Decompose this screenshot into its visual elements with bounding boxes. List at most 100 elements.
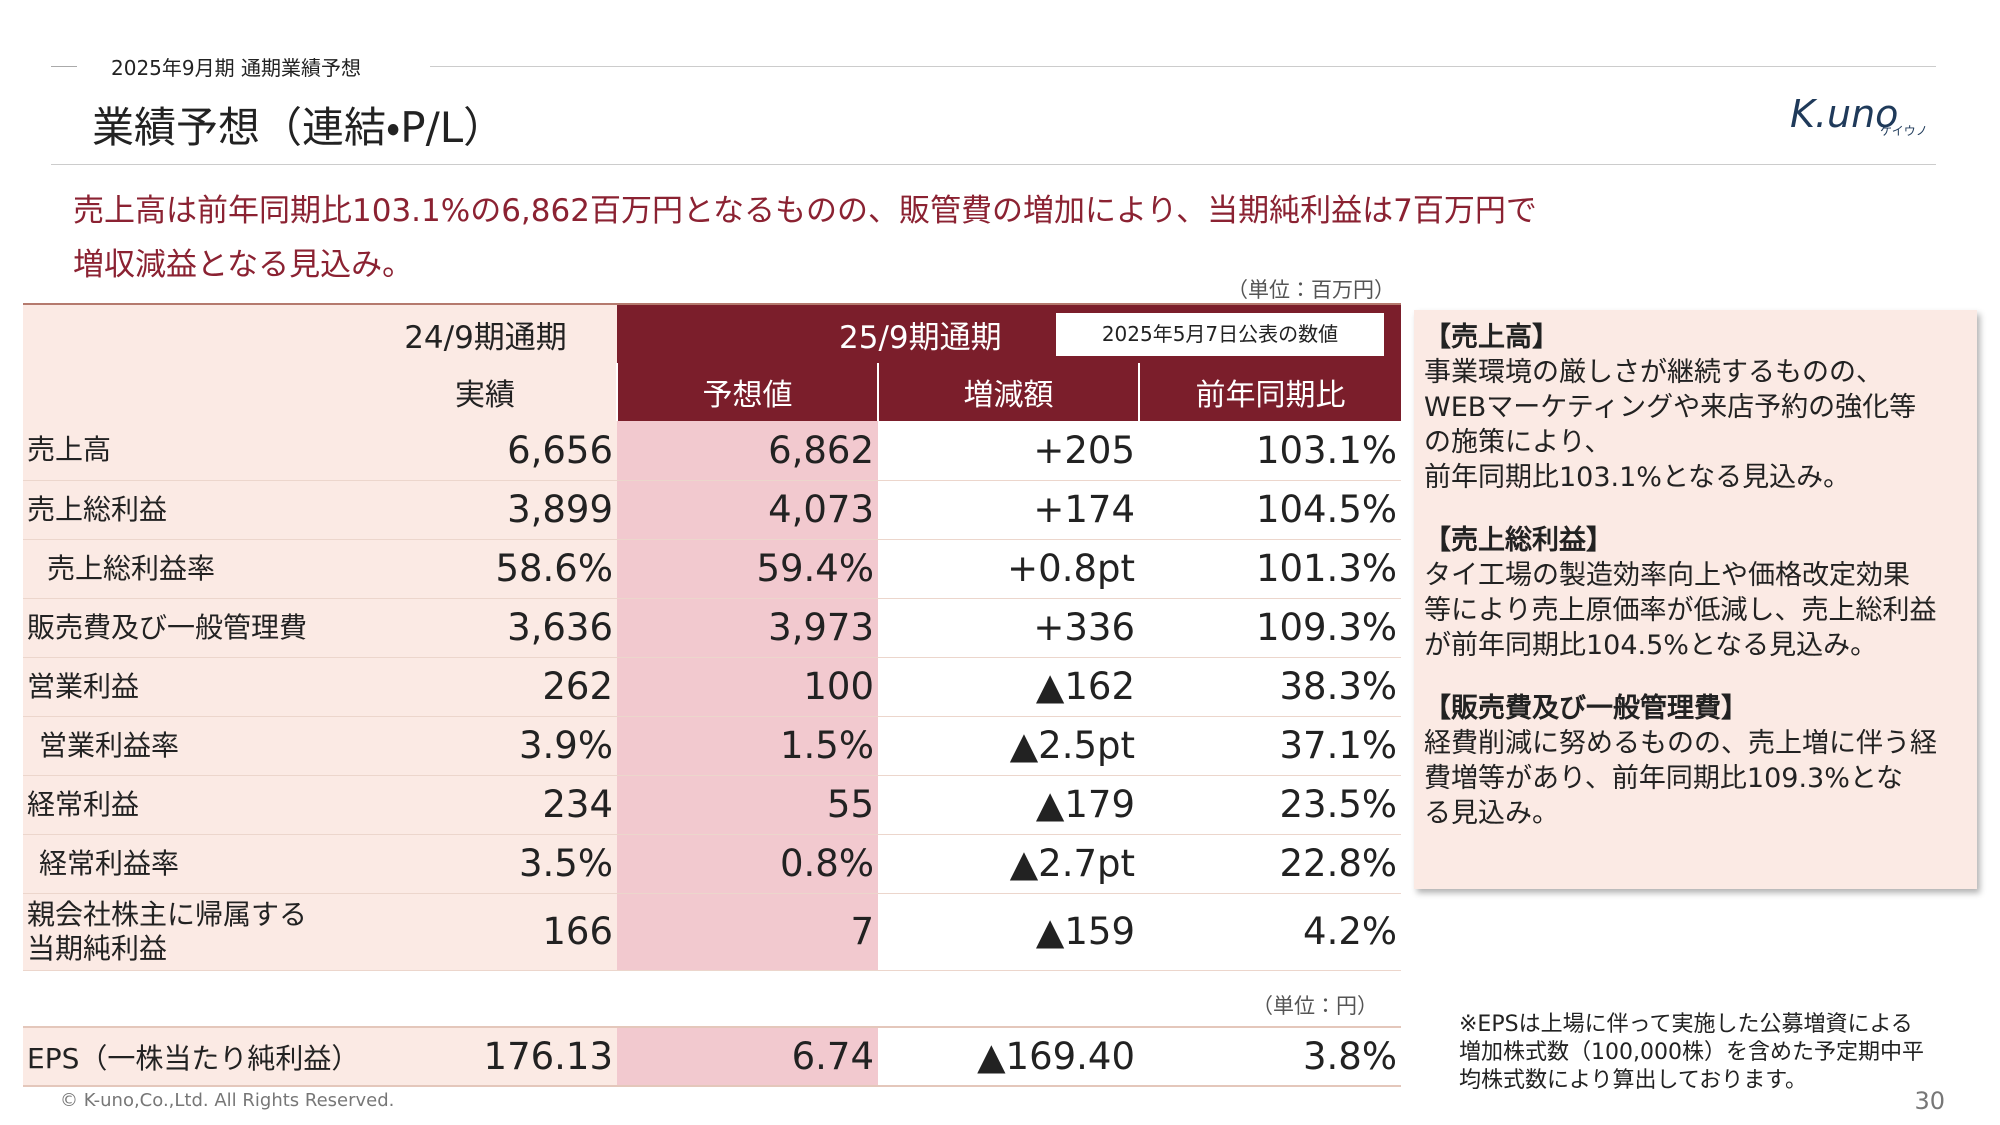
note-line: の施策により、 [1424,427,1612,458]
cell: 23.5% [1139,775,1402,835]
unit-label: （単位：百万円） [1227,278,1395,302]
slide-title: 業績予想（連結・P/L） [92,103,506,152]
cell: 3,899 [354,480,617,540]
row-label: 売上総利益 [23,480,354,540]
note-heading: 【売上高】 [1424,322,1559,353]
row-label: 販売費及び一般管理費 [23,598,354,658]
cell: ▲179 [878,775,1139,835]
cell: ▲169.40 [977,1035,1135,1078]
cell: 101.3% [1139,539,1402,599]
period-cur: 25/9期通期 2025年5月7日公表の数値 [617,304,1402,363]
note-line: 前年同期比103.1%となる見込み。 [1424,462,1851,493]
row-label: 経常利益率 [23,834,354,894]
table-row: 営業利益 262 100 ▲162 38.3% [23,657,1402,717]
footnote: ※EPSは上場に伴って実施した公募増資による 増加株式数（100,000株）を含め… [1459,1011,1924,1095]
note-line: 等により売上原価率が低減し、売上総利益 [1424,595,1937,626]
cell: 59.4% [617,539,878,599]
note-line: タイ工場の製造効率向上や価格改定効果 [1424,560,1910,591]
cell: 3.5% [354,834,617,894]
table-row: 経常利益 234 55 ▲179 23.5% [23,775,1402,835]
row-label: 売上高 [23,421,354,481]
row-label: EPS（一株当たり純利益） [23,1027,359,1086]
note-heading: 【売上総利益】 [1424,525,1613,556]
eps-table: EPS（一株当たり純利益） 176.13 6.74 ▲169.40 3.8% [23,1026,1401,1087]
column-header: 前年同期比 [1137,363,1402,421]
note-line: WEBマーケティングや来店予約の強化等 [1424,392,1917,423]
column-header: 増減額 [877,363,1139,421]
cell: 6.74 [617,1027,878,1086]
table-row: 営業利益率 3.9% 1.5% ▲2.5pt 37.1% [23,716,1402,776]
note-line: 経費削減に努めるものの、売上増に伴う経 [1424,728,1937,759]
cell: 7 [617,893,878,971]
cell: 38.3% [1139,657,1402,717]
cell: 58.6% [354,539,617,599]
copyright: © K-uno,Co.,Ltd. All Rights Reserved. [60,1090,395,1111]
cell: 4.2% [1139,893,1402,971]
period-cur-text: 25/9期通期 [839,319,1002,356]
table-row: 親会社株主に帰属する 当期純利益 166 7 ▲159 4.2% [23,893,1402,971]
cell: 166 [354,893,617,971]
footnote-line: 増加株式数（100,000株）を含めた予定期中平 [1459,1040,1924,1065]
cell: ▲2.7pt [878,834,1139,894]
top-rule [430,66,1936,67]
lead-line: 売上高は前年同期比103.1%の6,862百万円となるものの、販管費の増加により… [73,193,1537,229]
cell: 3,636 [354,598,617,658]
row-label: 経常利益 [23,775,354,835]
note-line: る見込み。 [1424,798,1559,829]
footnote-line: ※EPSは上場に伴って実施した公募増資による [1459,1012,1913,1037]
cell: 109.3% [1139,598,1402,658]
footnote-line: 均株式数により算出しております。 [1459,1068,1808,1093]
cell: 3.9% [354,716,617,776]
cell: +336 [878,598,1139,658]
cell: 0.8% [617,834,878,894]
cell: ▲162 [878,657,1139,717]
period-note: 2025年5月7日公表の数値 [1056,313,1384,356]
cell: 6,656 [354,421,617,481]
row-label: 営業利益 [23,657,354,717]
cell: ▲2.5pt [878,716,1139,776]
cell: 55 [617,775,878,835]
period-prev: 24/9期通期 [354,304,617,363]
logo-sub: ケイウノ [1880,124,1928,138]
cell: 4,073 [617,480,878,540]
title-rule [51,164,1936,165]
eps-unit: （単位：円） [1252,994,1378,1018]
table-row: 売上総利益 3,899 4,073 +174 104.5% [23,480,1402,540]
cell: 103.1% [1139,421,1402,481]
lead: 売上高は前年同期比103.1%の6,862百万円となるものの、販管費の増加により… [73,184,1537,292]
note-line: 費増等があり、前年同期比109.3%とな [1424,763,1904,794]
cell: 262 [354,657,617,717]
table-row: 売上総利益率 58.6% 59.4% +0.8pt 101.3% [23,539,1402,599]
cell: 234 [354,775,617,835]
cell: 37.1% [1139,716,1402,776]
corner [23,304,354,421]
cell: +174 [878,480,1139,540]
cell: +0.8pt [878,539,1139,599]
logo: K.uno [1790,92,1899,136]
cell: 104.5% [1139,480,1402,540]
table-row: 売上高 6,656 6,862 +205 103.1% [23,421,1402,481]
row-label: 売上総利益率 [23,539,354,599]
row-label: 営業利益率 [23,716,354,776]
cell: 100 [617,657,878,717]
results-table: 24/9期通期 25/9期通期 2025年5月7日公表の数値 実績 予想値 増減額 前年… [23,303,1402,971]
page-number: 30 [1914,1087,1945,1115]
note-line: 事業環境の厳しさが継続するものの、 [1424,357,1883,388]
cell: 22.8% [1139,834,1402,894]
cell: ▲159 [878,893,1139,971]
table-row: 経常利益率 3.5% 0.8% ▲2.7pt 22.8% [23,834,1402,894]
note-line: が前年同期比104.5%となる見込み。 [1424,630,1878,661]
cell: 1.5% [617,716,878,776]
column-header: 予想値 [616,363,878,421]
cell: 3,973 [617,598,878,658]
cell: 176.13 [354,1027,617,1086]
section-label: 2025年9月期 通期業績予想 [111,56,361,80]
cell: 6,862 [617,421,878,481]
cell: 3.8% [1303,1035,1397,1078]
lead-line: 増収減益となる見込み。 [73,247,414,283]
row-label: 親会社株主に帰属する 当期純利益 [23,893,354,971]
table-row: 販売費及び一般管理費 3,636 3,973 +336 109.3% [23,598,1402,658]
note-heading: 【販売費及び一般管理費】 [1424,693,1748,724]
column-header: 実績 [354,363,617,421]
